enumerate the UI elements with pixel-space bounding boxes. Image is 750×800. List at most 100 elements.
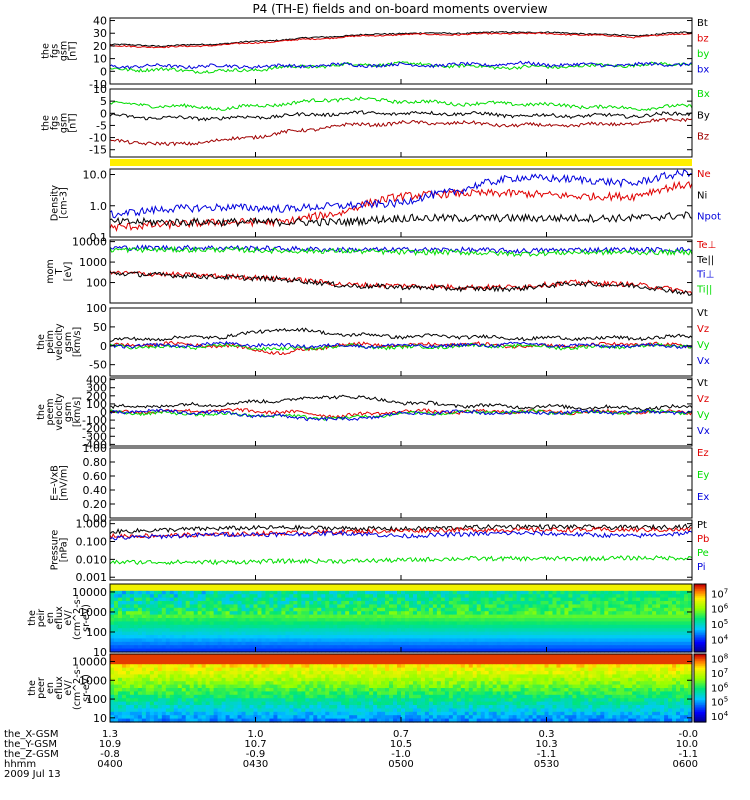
y-tick-label: 30 xyxy=(93,27,107,40)
y-axis-label: [nT] xyxy=(68,41,79,60)
y-axis-label: [cm-3] xyxy=(59,187,70,218)
ephemeris-value: 0430 xyxy=(243,759,268,770)
legend-Vz: Vz xyxy=(697,394,709,405)
legend-Te||: Te|| xyxy=(696,255,714,266)
y-tick-label: -5 xyxy=(96,119,107,132)
y-axis-label: peem xyxy=(45,399,56,426)
legend-Ex: Ex xyxy=(697,492,709,503)
legend-by: by xyxy=(697,49,709,60)
y-tick-label: 100 xyxy=(86,277,107,290)
legend-Vx: Vx xyxy=(697,356,710,367)
series-line-Vz xyxy=(109,340,693,355)
y-axis-label: [km/s] xyxy=(72,397,83,427)
series-line-Te|| xyxy=(109,271,693,296)
series-line-Te⊥ xyxy=(109,270,693,295)
flag-band xyxy=(110,159,692,166)
legend-Vt: Vt xyxy=(697,308,708,319)
ephemeris-row-label: the_X-GSM xyxy=(4,729,58,740)
y-tick-label: 0 xyxy=(100,340,107,353)
y-axis-label: peim xyxy=(45,330,56,354)
y-tick-label: 1.0 xyxy=(90,200,108,213)
y-tick-label: 0 xyxy=(100,406,107,419)
y-tick-label: 0.100 xyxy=(76,536,108,549)
y-axis-label: eV/ xyxy=(63,679,74,695)
y-axis-label: T xyxy=(54,268,65,275)
y-axis-label: the xyxy=(36,334,47,350)
series-line-Pe xyxy=(109,555,693,566)
y-tick-label: 0.40 xyxy=(83,484,108,497)
y-tick-label: 40 xyxy=(93,15,107,28)
y-axis-label: [nPa] xyxy=(59,538,70,563)
y-axis-label: [nT] xyxy=(68,113,79,132)
colorbar-frame xyxy=(693,583,707,653)
ephemeris-value: 10.9 xyxy=(99,739,121,750)
y-tick-label: -10 xyxy=(89,78,107,91)
legend-Ti⊥: Ti⊥ xyxy=(696,270,714,281)
y-axis-label: E=-VxB xyxy=(50,465,61,500)
ephemeris-value: 10.7 xyxy=(244,739,266,750)
ephemeris-value: 0400 xyxy=(97,759,122,770)
ephemeris-value: 0530 xyxy=(534,759,559,770)
y-axis-label: peir xyxy=(36,609,47,628)
legend-Bz: Bz xyxy=(697,132,709,143)
ephemeris-value: -0.0 xyxy=(678,729,698,740)
y-tick-label: 1.000 xyxy=(76,518,108,531)
y-tick-label: 100 xyxy=(86,302,107,315)
panels: Btbzbybx403020100-10thefgsgsm[nT]BxByBz1… xyxy=(27,15,729,725)
legend-Ey: Ey xyxy=(697,470,709,481)
y-tick-label: 10 xyxy=(93,53,107,66)
y-tick-label: -15 xyxy=(89,144,107,157)
y-axis-label: en xyxy=(45,682,56,694)
legend-bx: bx xyxy=(697,65,709,76)
panel-frame xyxy=(109,17,693,85)
y-axis-label: Pressure xyxy=(50,530,61,571)
legend-Pe: Pe xyxy=(697,548,709,559)
series-line-Vx xyxy=(109,340,693,350)
panel-peir_spec: 107 106 105 104 10000 1000 100 10 thepeireneflux… xyxy=(27,583,729,659)
legend-By: By xyxy=(697,110,710,121)
series-line-Vz xyxy=(109,407,693,419)
legend-Te⊥: Te⊥ xyxy=(696,240,716,251)
y-axis-label: en xyxy=(45,612,56,624)
y-tick-label: 0.001 xyxy=(76,571,108,584)
spectrogram-peir_spec xyxy=(110,584,693,653)
panel-exb: Ez Ey Ex 1.000.800.600.400.200.00 E=-VxB[mV/… xyxy=(50,442,710,525)
y-tick-label: 0.1 xyxy=(90,231,108,244)
colorbar-tick-label: 106 xyxy=(711,681,729,694)
y-axis-label: eflux xyxy=(54,676,65,700)
series-line-Vy xyxy=(109,408,693,421)
panel-frame xyxy=(109,519,693,581)
panel-peim: Vt Vz Vy Vx 100 50 0 -50 thepeimvelocitygsm[km/s… xyxy=(36,302,710,377)
legend-Vy: Vy xyxy=(697,340,710,351)
ephemeris-value: 1.0 xyxy=(248,729,264,740)
y-axis-label: the xyxy=(27,680,38,696)
y-axis-label: eflux xyxy=(54,606,65,630)
legend-bz: bz xyxy=(697,34,709,45)
y-tick-label: 10000 xyxy=(72,236,107,249)
y-tick-label: 1.00 xyxy=(83,442,108,455)
y-tick-label: 10 xyxy=(93,83,107,96)
y-axis-label: [mV/m] xyxy=(59,465,70,501)
y-tick-label: -200 xyxy=(82,422,107,435)
y-axis-label: the xyxy=(41,43,52,59)
y-tick-label: 300 xyxy=(86,382,107,395)
colorbar-tick-label: 105 xyxy=(711,696,728,709)
colorbar-tick-label: 107 xyxy=(711,587,728,600)
y-tick-label: -100 xyxy=(82,414,107,427)
y-axis-label: Density xyxy=(50,185,61,221)
series-line-Bz xyxy=(109,117,693,147)
colorbar-tick-label: 105 xyxy=(711,618,728,631)
panel-frame xyxy=(109,447,693,519)
series-line-Vy xyxy=(109,342,693,352)
colorbar-tick-label: 106 xyxy=(711,603,729,616)
y-tick-label: -10 xyxy=(89,132,107,145)
legend-Vz: Vz xyxy=(697,324,709,335)
y-tick-label: 100 xyxy=(86,398,107,411)
y-axis-label: fgs xyxy=(50,44,61,58)
y-tick-label: 200 xyxy=(86,390,107,403)
ephemeris-value: 0500 xyxy=(388,759,413,770)
y-tick-label: 5 xyxy=(100,95,107,108)
panel-density: Ne Ni Npot 10.0 1.0 0.1 Density[cm-3] xyxy=(50,168,721,244)
panel-pressure: Pt Pb Pe Pi 1.000 0.100 0.010 0.001 Pressure[nPa… xyxy=(50,518,710,585)
